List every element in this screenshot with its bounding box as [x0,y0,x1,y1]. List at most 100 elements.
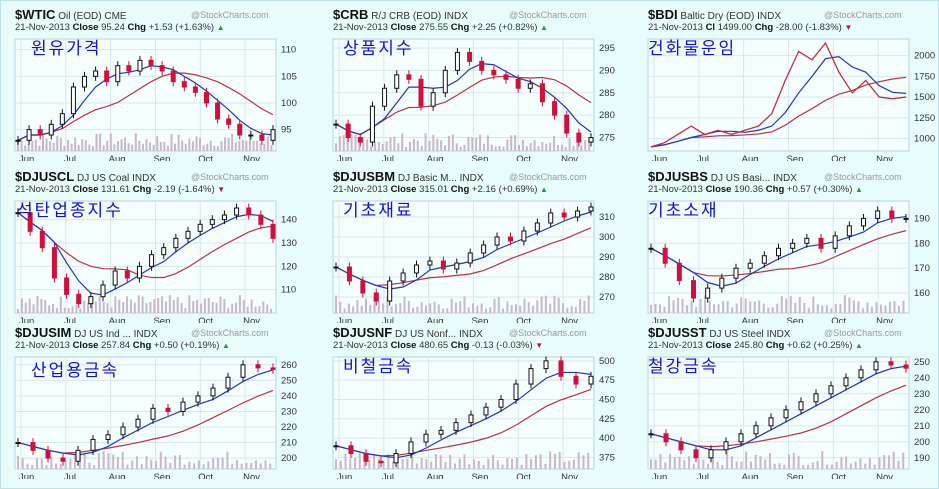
volume-bar [821,305,824,313]
candle [75,449,81,462]
volume-bar [141,296,144,313]
chart-panel[interactable]: 110 120 130 140 Jun Jul Aug Sep Oct Nov $DJUSCL DJ… [1,163,314,323]
volume-bar [252,140,255,151]
x-tick-label: Aug [427,316,444,323]
volume-bar [857,301,860,313]
candle [552,101,558,116]
volume-bar [263,143,266,151]
volume-bar [238,140,241,151]
volume-bar [692,463,695,469]
y-tick-label: 400 [599,433,615,444]
candle [521,230,527,242]
ticker-symbol: $DJUSST [648,325,707,340]
candle [197,223,203,232]
volume-bar [523,298,526,313]
x-tick-label: Jun [652,316,667,323]
korean-overlay-label: 기초소재 [648,201,719,221]
candle [483,406,489,416]
volume-bar [654,459,657,469]
volume-bar [75,304,78,313]
volume-bar [102,145,105,151]
ma-fast-line [650,55,907,148]
candle [333,445,339,448]
change-label: Chg [450,22,470,33]
volume-bar [717,304,720,313]
close-value: 275.55 [419,22,449,33]
volume-bar [197,460,200,469]
volume-bar [707,463,710,469]
x-tick-label: Jul [697,154,709,161]
volume-bar [91,146,94,151]
chart-title: $DJUSNF DJ US Nonf... INDX [333,325,483,340]
volume-bar [776,303,779,313]
candle [237,123,243,136]
volume-bar [155,460,158,469]
volume-bar [849,463,852,469]
y-tick-label: 190 [914,453,930,464]
ticker-symbol: $DJUSBM [333,169,396,184]
volume-bar [344,453,347,469]
volume-bar [183,464,186,469]
y-tick-label: 220 [914,405,930,416]
volume-bar [36,295,39,313]
volume-bar [259,463,262,469]
volume-bar [835,461,838,469]
x-tick-label: Sep [153,154,170,161]
down-arrow-icon: ▼ [844,23,853,32]
chart-panel[interactable]: 190 200 210 220 230 240 250 Jun Jul Aug Sep Oct Nov $… [634,319,938,479]
candle [387,280,393,302]
volume-bar [510,135,513,151]
chart-panel[interactable]: 200 210 220 230 240 250 260 Jun Jul Aug Sep Oct Nov $… [1,319,314,479]
volume-bar [234,142,237,151]
candle [858,369,864,379]
y-tick-label: 500 [599,356,615,367]
y-tick-label: 200 [281,453,297,464]
volume-bar [854,461,857,469]
chart-panel[interactable]: 1000 1250 1500 1750 2000 Jun Jul Aug Sep Oct Nov $B… [634,1,938,161]
volume-bar [861,308,864,313]
candle [693,449,699,459]
volume-bar [354,457,357,469]
volume-bar [145,303,148,313]
x-tick-label: Jun [337,472,352,479]
volume-bar [673,456,676,469]
candle [124,270,130,279]
volume-bar [56,136,59,151]
x-tick-label: Sep [153,316,170,323]
change-value: +0.62 (+0.25%) [786,340,853,351]
x-tick-label: Aug [742,154,759,161]
change-label: Chg [127,22,146,33]
candle [70,86,76,115]
volume-bar [20,298,23,313]
volume-bar [677,297,680,313]
chart-panel[interactable]: 95 100 105 110 Jun Jul Aug Sep Oct Nov $WTIC Oil (… [1,1,314,161]
volume-bar [112,454,115,469]
volume-bar [564,146,567,151]
volume-bar [502,146,505,151]
volume-bar [883,455,886,469]
volume-bar [224,137,227,151]
volume-bar [840,457,843,469]
volume-bar [24,302,27,313]
volume-bar [868,458,871,469]
chart-panel[interactable]: 275 280 285 290 295 Jun Jul Aug Sep Oct Nov $CRB R/… [319,1,632,161]
change-value: -28.00 (-1.83%) [775,22,842,33]
volume-bar [454,302,457,313]
volume-bar [131,144,134,151]
chart-panel[interactable]: 375 400 425 450 475 500 Jun Jul Aug Sep Oct Nov $DJU… [319,319,632,479]
price-chart: 270 280 290 300 310 Jun Jul Aug Sep Oct Nov [332,200,615,323]
close-label: Close [390,340,417,351]
x-tick-label: Jun [19,472,34,479]
candle [255,364,261,369]
volume-bar [390,306,393,313]
volume-bar [520,464,523,469]
volume-bar [479,134,482,151]
volume-bar [335,143,337,151]
chart-panel[interactable]: 270 280 290 300 310 Jun Jul Aug Sep Oct Nov $DJUSBM… [319,163,632,323]
volume-bar [811,462,814,469]
volume-bar [63,307,66,313]
chart-panel[interactable]: 160 170 180 190 Jun Jul Aug Sep Oct Nov $DJUSBS DJ… [634,163,938,323]
volume-bar [467,307,470,313]
chart-title: $DJUSCL DJ US Coal INDX [15,169,156,184]
y-tick-label: 450 [599,394,615,405]
